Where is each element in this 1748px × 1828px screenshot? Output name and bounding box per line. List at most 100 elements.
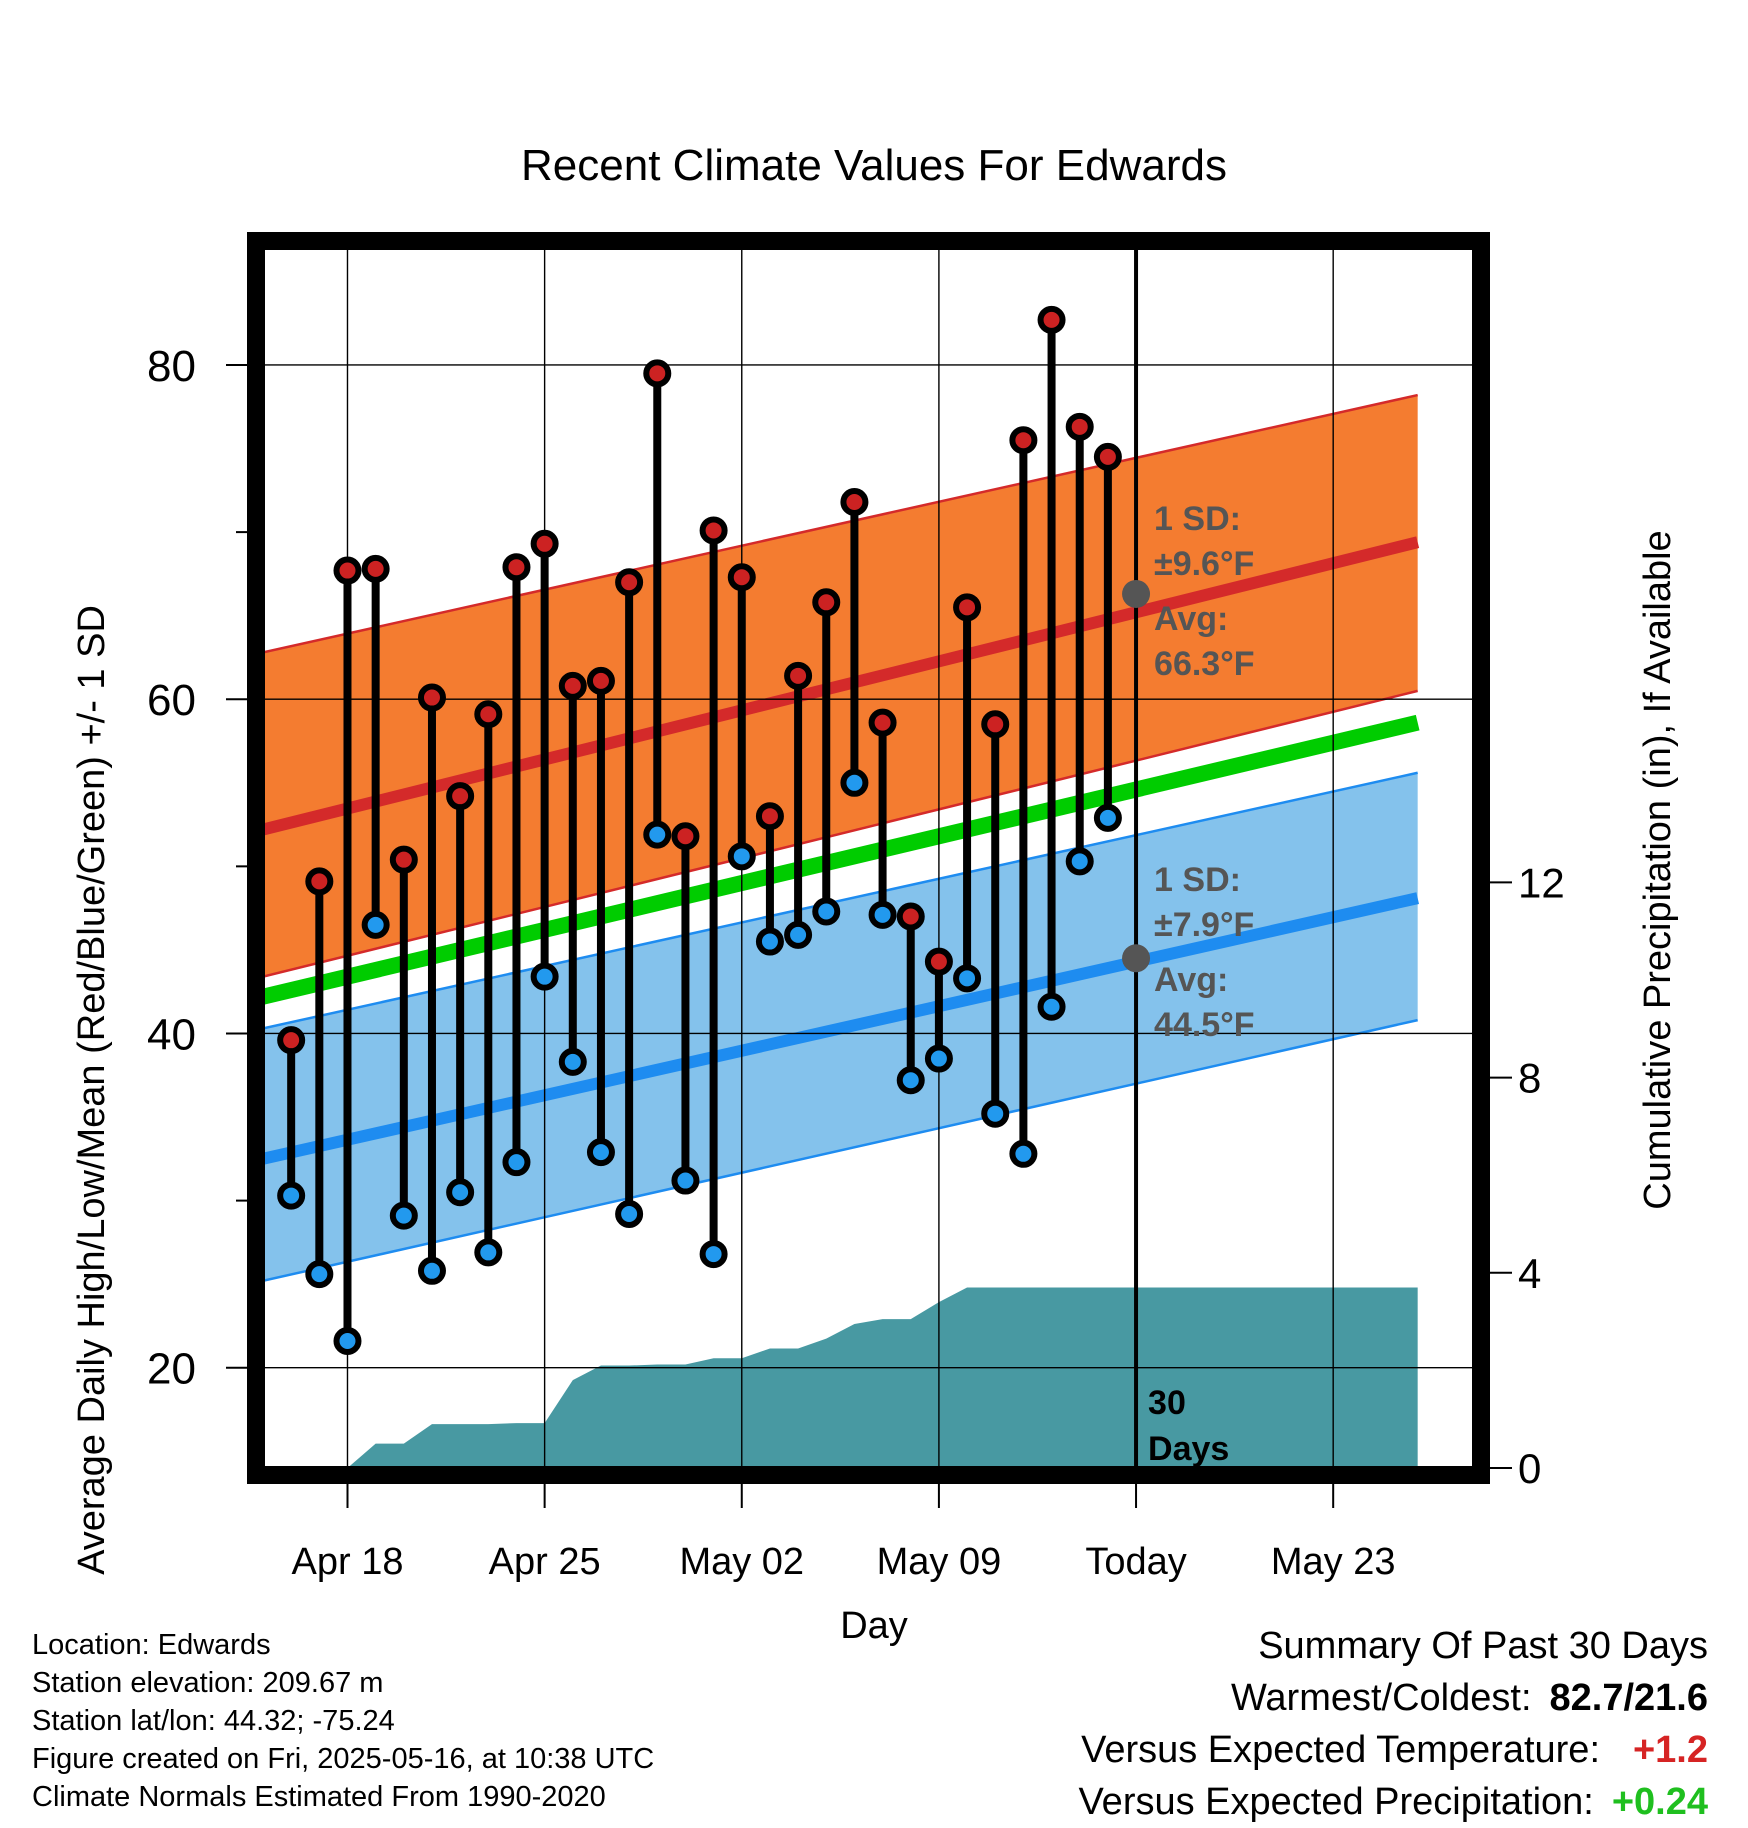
high-marker: [361, 554, 390, 583]
y-right-tick-label: 12: [1518, 859, 1565, 906]
high-marker: [586, 666, 615, 695]
low-marker: [784, 920, 813, 949]
low-marker: [840, 768, 869, 797]
low-avg-value: 44.5°F: [1154, 1006, 1255, 1044]
y-left-tick-label: 40: [147, 1010, 196, 1059]
low-marker: [953, 964, 982, 993]
y-left-tick-label: 20: [147, 1345, 196, 1394]
low-marker: [389, 1201, 418, 1230]
precipitation-area: [347, 1287, 1418, 1468]
high-avg-dot: [1122, 579, 1151, 608]
low-marker: [277, 1181, 306, 1210]
x-tick-label: Today: [1085, 1541, 1186, 1583]
high-marker: [868, 708, 897, 737]
x-tick-label: May 23: [1271, 1541, 1396, 1583]
temp-label: Versus Expected Temperature:: [1081, 1729, 1600, 1771]
plot-interior: [263, 248, 1474, 1468]
plot-area: 1 SD: ±9.6°F Avg: 66.3°F 1 SD: ±7.9°F Avg: 44.5…: [147, 232, 1565, 1583]
high-marker: [840, 488, 869, 517]
low-marker: [1009, 1139, 1038, 1168]
summary-temperature: Versus Expected Temperature: +1.2: [1078, 1724, 1708, 1776]
low-normal-line: [263, 892, 1419, 1165]
low-marker: [474, 1238, 503, 1267]
high-marker: [699, 516, 728, 545]
low-avg-label: Avg:: [1154, 961, 1228, 999]
x-tick-label: May 09: [877, 1541, 1002, 1583]
low-marker: [924, 1044, 953, 1073]
summary-warmest-coldest: Warmest/Coldest: 82.7/21.6: [1078, 1672, 1708, 1724]
high-marker: [1037, 305, 1066, 334]
low-sd-label: 1 SD:: [1154, 861, 1241, 899]
station-info: Location: Edwards Station elevation: 209…: [32, 1626, 654, 1816]
precip-label: Versus Expected Precipitation:: [1078, 1781, 1594, 1823]
x-tick-label: May 02: [679, 1541, 804, 1583]
high-normal-line: [263, 536, 1420, 836]
low-sd-upper-edge: [263, 771, 1418, 1030]
high-marker: [305, 867, 334, 896]
high-marker: [812, 588, 841, 617]
y-right-tick-label: 0: [1518, 1445, 1541, 1492]
x-tick-label: Apr 18: [292, 1541, 404, 1583]
low-marker: [896, 1066, 925, 1095]
info-normals: Climate Normals Estimated From 1990-2020: [32, 1781, 606, 1813]
mean-normal-line: [263, 714, 1420, 1005]
high-marker: [755, 802, 784, 831]
summary-precipitation: Versus Expected Precipitation: +0.24: [1078, 1776, 1708, 1828]
high-sd-lower-edge: [263, 689, 1418, 978]
low-marker: [671, 1166, 700, 1195]
high-sd-value: ±9.6°F: [1154, 545, 1254, 583]
high-marker: [1065, 412, 1094, 441]
info-elevation: Station elevation: 209.67 m: [32, 1667, 384, 1699]
high-marker: [784, 661, 813, 690]
low-marker: [361, 910, 390, 939]
low-marker: [812, 897, 841, 926]
high-marker: [981, 710, 1010, 739]
high-marker: [924, 947, 953, 976]
high-marker: [530, 529, 559, 558]
high-marker: [277, 1026, 306, 1055]
high-marker: [558, 671, 587, 700]
low-marker: [502, 1148, 531, 1177]
low-marker: [558, 1047, 587, 1076]
high-marker: [502, 553, 531, 582]
y-right-tick-label: 4: [1518, 1250, 1541, 1297]
high-avg-label: Avg:: [1154, 600, 1228, 638]
low-marker: [1065, 847, 1094, 876]
low-marker: [643, 820, 672, 849]
low-marker: [699, 1240, 728, 1269]
high-marker: [446, 782, 475, 811]
warmest-coldest-value: 82.7/21.6: [1549, 1677, 1708, 1719]
low-marker: [305, 1260, 334, 1289]
high-marker: [727, 563, 756, 592]
low-marker: [755, 927, 784, 956]
low-sd-lower-edge: [263, 1018, 1418, 1283]
high-marker: [1093, 442, 1122, 471]
high-marker: [671, 822, 700, 851]
days-label-number: 30: [1148, 1384, 1186, 1422]
high-sd-label: 1 SD:: [1154, 500, 1241, 538]
high-marker: [1009, 426, 1038, 455]
low-avg-dot: [1122, 944, 1151, 973]
y-right-tick-label: 8: [1518, 1055, 1541, 1102]
x-tick-label: Apr 25: [489, 1541, 601, 1583]
chart-title: Recent Climate Values For Edwards: [521, 141, 1227, 190]
high-marker: [474, 700, 503, 729]
days-label-text: Days: [1148, 1430, 1229, 1468]
high-sd-upper-edge: [263, 393, 1418, 654]
high-marker: [643, 359, 672, 388]
high-marker: [417, 683, 446, 712]
y-axis-label-right: Cumulative Precipitation (in), If Availa…: [1637, 530, 1679, 1209]
low-marker: [586, 1138, 615, 1167]
low-marker: [727, 842, 756, 871]
y-left-tick-label: 80: [147, 342, 196, 391]
precip-value: +0.24: [1611, 1781, 1708, 1823]
x-axis-label: Day: [840, 1605, 908, 1647]
temp-value: +1.2: [1632, 1729, 1708, 1771]
high-marker: [615, 568, 644, 597]
info-created: Figure created on Fri, 2025-05-16, at 10…: [32, 1743, 655, 1775]
plot-frame: [247, 232, 1490, 1484]
low-marker: [868, 900, 897, 929]
warmest-coldest-label: Warmest/Coldest:: [1230, 1677, 1532, 1719]
high-marker: [333, 556, 362, 585]
